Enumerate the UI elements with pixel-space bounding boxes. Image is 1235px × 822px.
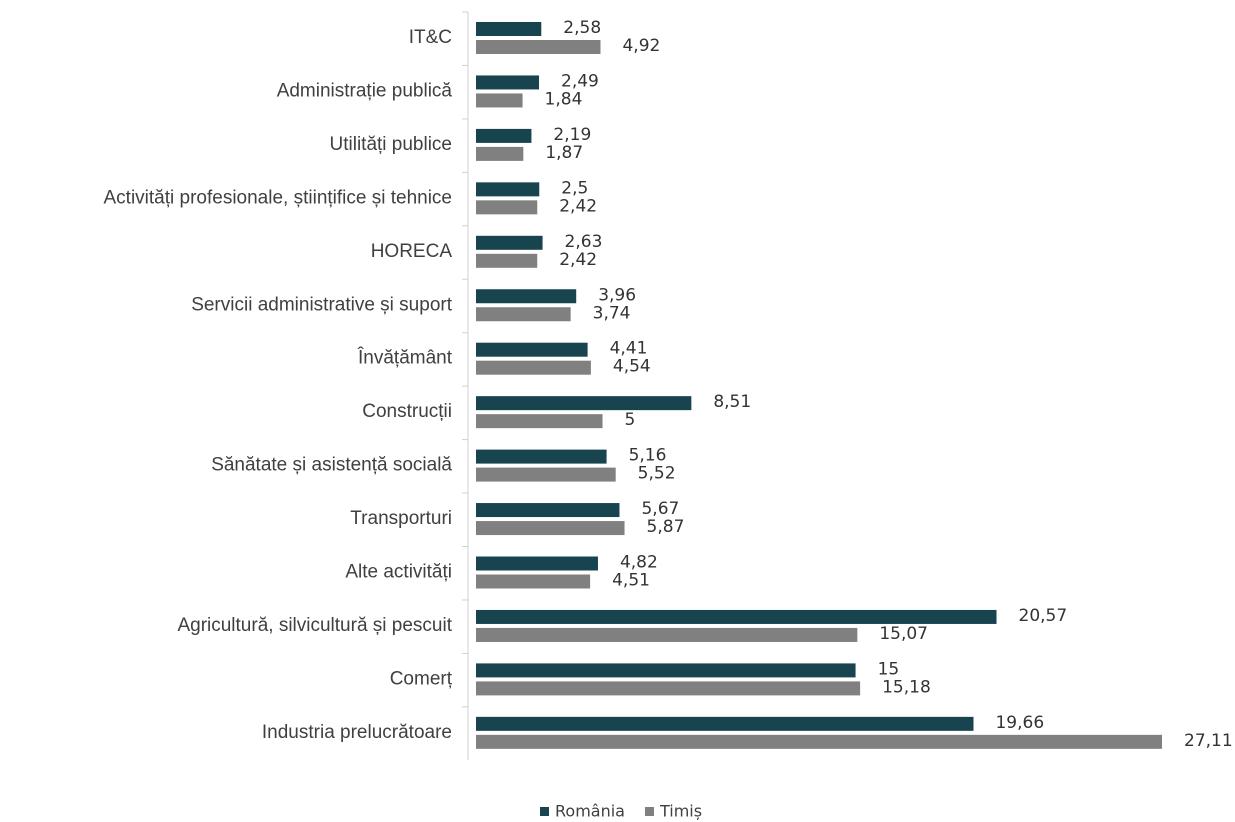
category-label: Utilități publice <box>330 134 453 155</box>
bar <box>476 200 538 215</box>
value-label: 2,42 <box>559 250 597 270</box>
value-label: 15,18 <box>882 677 931 697</box>
legend-swatch <box>644 807 654 816</box>
bar <box>476 22 542 36</box>
value-label: 4,54 <box>613 357 651 377</box>
value-label: 2,58 <box>563 18 601 38</box>
value-label: 2,63 <box>565 232 603 252</box>
value-label: 2,49 <box>561 71 599 91</box>
category-label: Activități profesionale, științifice și … <box>104 187 453 208</box>
bar <box>476 449 607 464</box>
bar <box>476 253 538 268</box>
category-label: HORECA <box>371 241 453 262</box>
category-label: Construcții <box>362 401 452 422</box>
value-label: 8,51 <box>713 392 751 412</box>
bar <box>476 128 532 143</box>
bar <box>476 342 588 357</box>
value-label: 4,92 <box>622 36 660 56</box>
bar <box>476 556 598 571</box>
legend-label: Timiș <box>659 802 702 821</box>
bar <box>476 307 571 322</box>
bar <box>476 396 692 411</box>
bar <box>476 414 603 429</box>
value-label: 4,51 <box>612 571 650 591</box>
value-label: 20,57 <box>1019 606 1068 626</box>
bar <box>476 360 591 375</box>
bar <box>476 289 577 304</box>
bar <box>476 627 858 642</box>
value-label: 27,11 <box>1184 731 1233 751</box>
bar <box>476 521 625 536</box>
category-label: Agricultură, silvicultură și pescuit <box>177 615 452 636</box>
value-label: 19,66 <box>995 713 1044 733</box>
category-label: IT&C <box>409 27 452 48</box>
category-label: Servicii administrative și suport <box>191 294 453 315</box>
value-label: 5,87 <box>647 517 685 537</box>
legend-label: România <box>555 802 625 821</box>
bar <box>476 467 616 482</box>
bar <box>476 716 974 731</box>
value-label: 15 <box>878 659 900 679</box>
bar <box>476 681 861 696</box>
value-label: 5,52 <box>638 464 676 484</box>
value-label: 15,07 <box>879 624 928 644</box>
value-label: 3,74 <box>593 303 631 323</box>
legend-swatch <box>540 807 549 816</box>
value-label: 5 <box>625 410 636 430</box>
bar <box>476 146 524 161</box>
category-label: Administrație publică <box>277 80 453 101</box>
value-label: 1,84 <box>545 89 583 109</box>
category-label: Învățământ <box>357 347 453 369</box>
bar <box>476 734 1162 749</box>
category-label: Alte activități <box>345 562 452 583</box>
value-label: 1,87 <box>545 143 583 163</box>
value-label: 5,67 <box>641 499 679 519</box>
value-label: 2,42 <box>559 196 597 216</box>
bar <box>476 93 523 108</box>
value-label: 2,5 <box>561 178 588 198</box>
bar <box>476 182 540 197</box>
bar <box>476 663 856 678</box>
bar <box>476 503 620 518</box>
category-label: Industria prelucrătoare <box>262 722 452 743</box>
category-label: Sănătate și asistență socială <box>211 455 452 476</box>
value-label: 4,41 <box>610 339 648 359</box>
bar <box>476 75 540 90</box>
bar <box>476 40 601 54</box>
category-label: Transporturi <box>350 508 452 529</box>
bar <box>476 235 543 250</box>
category-label: Comerț <box>390 668 453 689</box>
value-label: 2,19 <box>553 125 591 145</box>
value-label: 4,82 <box>620 553 658 573</box>
value-label: 3,96 <box>598 285 636 305</box>
bar <box>476 574 591 589</box>
value-label: 5,16 <box>629 446 667 466</box>
bar <box>476 609 997 624</box>
